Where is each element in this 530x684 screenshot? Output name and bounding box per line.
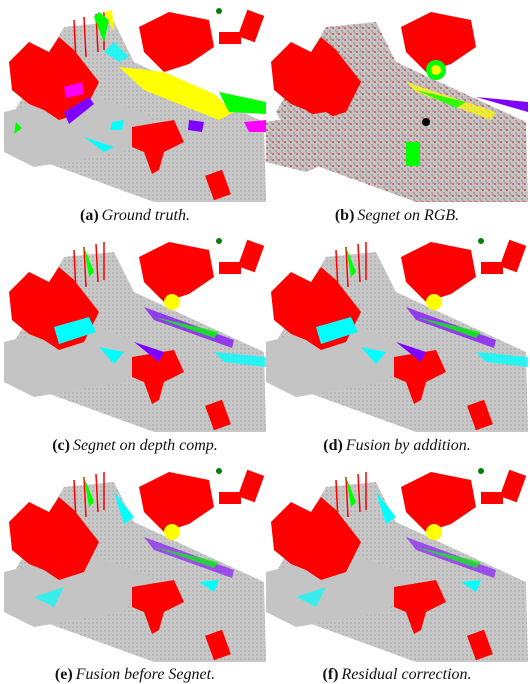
segmentation-map-a xyxy=(4,2,266,202)
panel-f-image xyxy=(266,462,528,662)
segmentation-map-b xyxy=(266,12,528,202)
panel-e-image xyxy=(4,462,266,662)
segmentation-map-d xyxy=(266,232,528,432)
panel-c-image xyxy=(4,232,266,432)
segmentation-map-e xyxy=(4,462,266,662)
caption-a: (a) Ground truth. xyxy=(80,207,190,224)
caption-d: (d) Fusion by addition. xyxy=(323,437,471,454)
segmentation-map-c xyxy=(4,232,266,432)
caption-f: (f) Residual correction. xyxy=(322,666,472,683)
caption-c: (c) Segnet on depth comp. xyxy=(52,437,218,454)
caption-e: (e) Fusion before Segnet. xyxy=(54,666,216,683)
panel-a-image xyxy=(4,2,266,202)
panel-d-image xyxy=(266,232,528,432)
segmentation-map-f xyxy=(266,462,528,662)
caption-b: (b) Segnet on RGB. xyxy=(334,207,460,224)
panel-b-image xyxy=(266,2,528,202)
